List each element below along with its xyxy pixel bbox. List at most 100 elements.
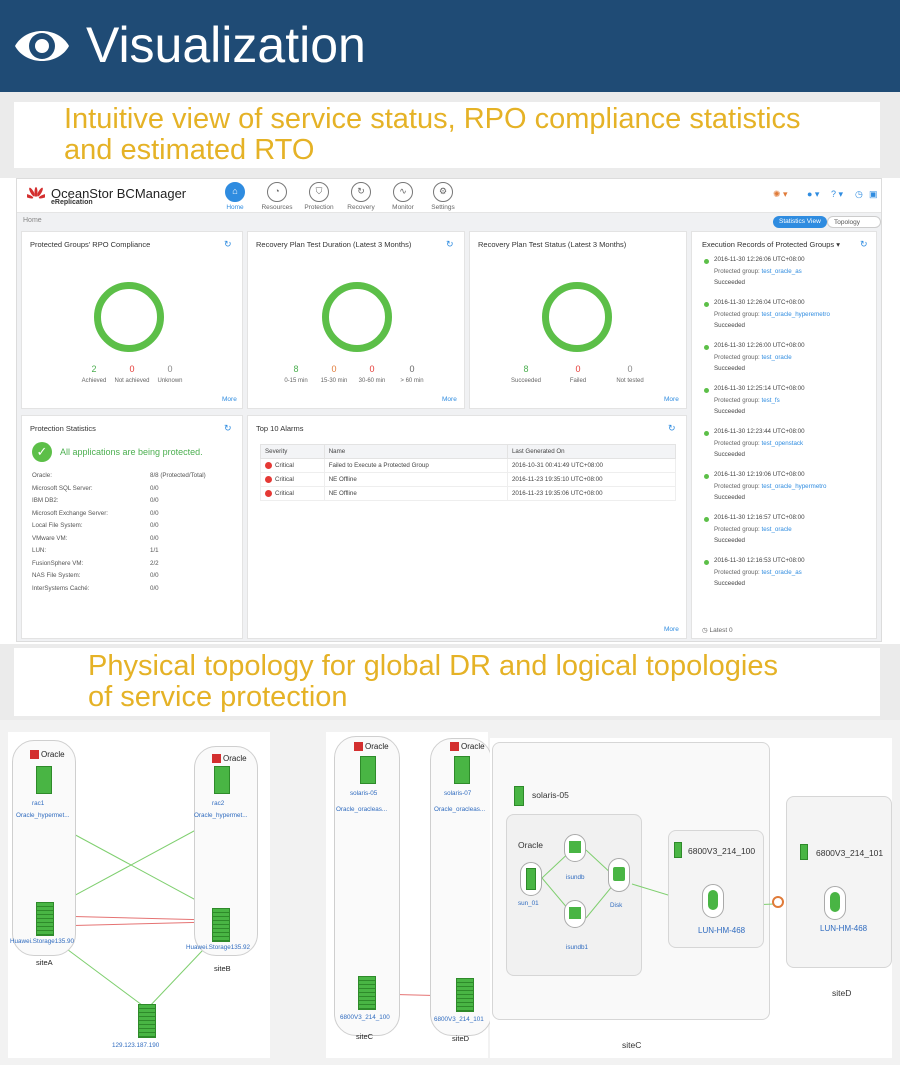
alarm-row[interactable]: Critical Failed to Execute a Protected Gr… (260, 457, 677, 474)
nav-settings[interactable]: ⚙ Settings (421, 182, 465, 211)
refresh-icon[interactable]: ↻ (446, 239, 454, 249)
server-icon[interactable] (36, 766, 52, 794)
refresh-icon[interactable]: ↻ (224, 423, 232, 433)
execution-group-link[interactable]: test_oracle_hyperemetro (761, 311, 830, 318)
storage-icon[interactable] (674, 842, 682, 858)
topology-2-panel: Oracle solaris-05 Oracle_oracleas... Ora… (326, 732, 492, 1058)
oracle-tag: Oracle (212, 754, 247, 764)
folder-icon[interactable] (569, 841, 581, 853)
execution-group-link[interactable]: test_oracle (761, 354, 792, 361)
lun-icon[interactable] (708, 890, 718, 910)
test-label-not-tested: Not tested (616, 378, 644, 384)
nav-recovery-label: Recovery (347, 204, 375, 211)
protection-row-value: 0/0 (150, 497, 159, 504)
execution-group-link[interactable]: test_oracle_as (761, 569, 802, 576)
alarm-severity: Critical (275, 490, 294, 498)
alarms-more-link[interactable]: More (664, 626, 679, 633)
alarms-header-name[interactable]: Name (323, 444, 508, 459)
calendar-icon[interactable]: ▣ (869, 189, 878, 199)
alarm-name-link[interactable]: Failed to Execute a Protected Group (323, 457, 508, 474)
refresh-icon[interactable]: ↻ (224, 239, 232, 249)
quorum-server-icon[interactable] (138, 1004, 156, 1038)
rpo-more-link[interactable]: More (222, 396, 237, 403)
execution-group: Protected group: test_oracle (714, 354, 792, 361)
nav-monitor[interactable]: ∿ Monitor (381, 182, 425, 211)
nav-resources[interactable]: ◔ Resources (255, 182, 299, 211)
critical-icon (265, 476, 272, 484)
test-status-more-link[interactable]: More (664, 396, 679, 403)
execution-title-text: Execution Records of Protected Groups (702, 240, 835, 249)
app-brand: OceanStor BCManager (51, 186, 187, 201)
host-solaris-05: solaris-05 (532, 790, 569, 800)
test-label-succeeded: Succeeded (510, 378, 542, 384)
duration-stat-60-plus: 0 (409, 364, 415, 374)
status-dot-icon (704, 259, 709, 264)
protection-title: Protection Statistics (30, 424, 96, 433)
alarms-header-time[interactable]: Last Generated On (506, 444, 677, 459)
statistics-view-button[interactable]: Statistics View (773, 216, 827, 228)
topology-view-button[interactable]: Topology View (827, 216, 881, 238)
server-icon[interactable] (360, 756, 376, 784)
alarm-icon[interactable]: ✺ ▾ (773, 189, 788, 199)
duration-more-link[interactable]: More (442, 396, 457, 403)
help-icon[interactable]: ? ▾ (831, 189, 844, 199)
alarm-name-link[interactable]: NE Offline (323, 486, 508, 502)
storage-icon[interactable] (358, 976, 376, 1010)
protection-row-value: 8/8 (Protected/Total) (150, 472, 206, 479)
node-rac1-name: Oracle_hypermet... (16, 812, 70, 819)
clock-icon: ◷ (702, 627, 708, 634)
app-icon[interactable] (526, 868, 536, 890)
nav-protection[interactable]: ⛉ Protection (297, 182, 341, 211)
nav-home[interactable]: ⌂ Home (213, 182, 257, 211)
storage-icon[interactable] (800, 844, 808, 860)
server-icon[interactable] (454, 756, 470, 784)
lun-icon[interactable] (830, 892, 840, 912)
replication-icon[interactable] (772, 896, 784, 908)
caption-2-line-2: of service protection (88, 681, 348, 713)
alarm-row[interactable]: Critical NE Offline 2016-11-23 19:35:06 UT… (260, 486, 677, 502)
test-status-title: Recovery Plan Test Status (Latest 3 Mont… (478, 240, 627, 249)
alarms-header-severity[interactable]: Severity (260, 444, 325, 459)
disk-icon[interactable] (613, 867, 625, 881)
storage-icon[interactable] (456, 978, 474, 1012)
execution-group-label: Protected group: (714, 354, 760, 361)
alarm-severity-cell: Critical (260, 457, 325, 474)
execution-time: 2016-11-30 12:26:06 UTC+08:00 (714, 256, 805, 263)
refresh-icon[interactable]: ↻ (668, 423, 676, 433)
execution-group-link[interactable]: test_openstack (761, 440, 804, 447)
execution-time: 2016-11-30 12:16:57 UTC+08:00 (714, 514, 805, 521)
server-icon[interactable] (514, 786, 524, 806)
server-icon[interactable] (214, 766, 230, 794)
alarm-row[interactable]: Critical NE Offline 2016-11-23 19:35:10 UT… (260, 472, 677, 488)
execution-footer[interactable]: ◷ Latest 0 (702, 626, 733, 634)
duration-title: Recovery Plan Test Duration (Latest 3 Mo… (256, 240, 412, 249)
storage-icon[interactable] (212, 908, 230, 942)
status-dot-icon (704, 302, 709, 307)
execution-title[interactable]: Execution Records of Protected Groups ▾ (702, 240, 840, 249)
status-dot-icon (704, 431, 709, 436)
protection-row-value: 0/0 (150, 572, 159, 579)
execution-group-link[interactable]: test_oracle (761, 526, 792, 533)
clock-icon[interactable]: ◷ (855, 189, 863, 199)
execution-status: Succeeded (714, 365, 745, 372)
protection-row-value: 0/0 (150, 509, 159, 517)
execution-group-link[interactable]: test_oracle_hypermetro (761, 483, 827, 490)
execution-group-link[interactable]: test_fs (761, 397, 780, 404)
nav-home-label: Home (226, 204, 244, 211)
nav-recovery[interactable]: ↻ Recovery (339, 182, 383, 211)
breadcrumb[interactable]: Home (23, 217, 42, 224)
execution-group-link[interactable]: test_oracle_as (761, 268, 802, 275)
eye-icon (15, 31, 69, 61)
caption-1-line-2: and estimated RTO (64, 134, 315, 166)
node-storage-c: 6800V3_214_100 (340, 1014, 390, 1021)
refresh-icon[interactable]: ↻ (860, 239, 868, 249)
folder-icon[interactable] (569, 907, 581, 919)
protection-row-value: 2/2 (150, 559, 159, 567)
alarm-name-link[interactable]: NE Offline (323, 472, 508, 488)
user-icon[interactable]: ● ▾ (807, 189, 820, 199)
storage-icon[interactable] (36, 902, 54, 936)
alarm-severity-cell: Critical (260, 472, 325, 488)
alarm-time: 2016-11-23 19:35:10 UTC+08:00 (506, 472, 677, 488)
duration-label-15-30: 15-30 min (320, 378, 348, 384)
dashboard-screenshot: OceanStor BCManager eReplication ⌂ Home … (16, 178, 882, 642)
